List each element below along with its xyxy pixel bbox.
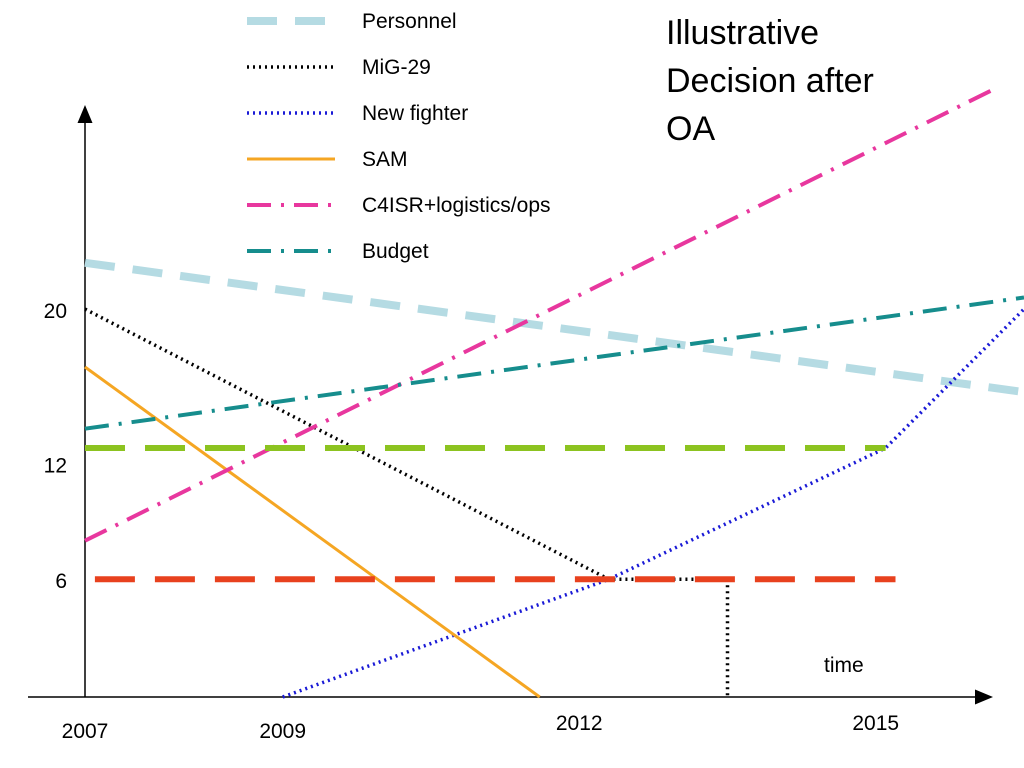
axes	[28, 105, 993, 705]
x-tick-label: 2007	[62, 720, 109, 743]
legend-label: Budget	[362, 240, 429, 263]
series-line-budget	[84, 295, 1024, 431]
series-line-c4isr-logistics-ops	[84, 87, 996, 543]
annotation-line-2: Decision after	[666, 62, 874, 100]
legend-label: New fighter	[362, 102, 468, 125]
x-tick-label: 2015	[852, 712, 899, 735]
series-line-mig-29	[84, 307, 730, 697]
series-line-new-fighter	[282, 307, 1024, 699]
series-line-personnel	[84, 258, 1024, 397]
annotation-line-1: Illustrative	[666, 14, 819, 52]
x-tick-label: 2012	[556, 712, 603, 735]
legend-label: Personnel	[362, 10, 457, 33]
legend-label: MiG-29	[362, 56, 431, 79]
legend-label: SAM	[362, 148, 408, 171]
annotation-line-3: OA	[666, 110, 715, 148]
legend: Personnel MiG-29 New fighter SAM C4ISR+logis…	[247, 10, 551, 263]
x-tick-label: 2009	[259, 720, 306, 743]
y-tick-label: 20	[44, 300, 67, 323]
x-axis-label: time	[824, 654, 864, 677]
y-tick-label: 12	[44, 454, 67, 477]
series-layer	[84, 87, 1024, 699]
series-line-sam	[84, 365, 541, 699]
y-tick-label: 6	[55, 570, 67, 593]
legend-label: C4ISR+logistics/ops	[362, 194, 551, 217]
